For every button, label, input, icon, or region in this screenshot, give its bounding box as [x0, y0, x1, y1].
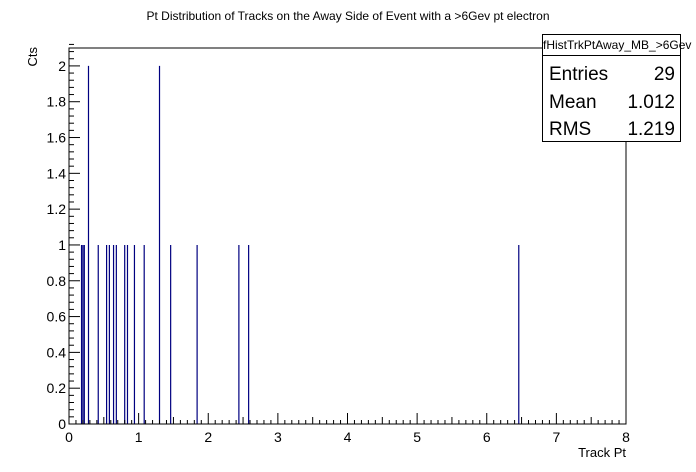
y-tick-label: 1	[58, 237, 66, 253]
x-tick-label: 7	[552, 429, 560, 445]
x-tick-label: 4	[344, 429, 352, 445]
stats-mean-value: 1.012	[627, 92, 675, 113]
y-tick-label: 1.4	[47, 165, 67, 181]
y-axis: 0 0.2 0.4 0.6 0.8 1 1.2 1.4 1.6 1.8 2	[47, 43, 80, 432]
y-tick-label: 1.2	[47, 201, 67, 217]
x-tick-label: 3	[274, 429, 282, 445]
y-tick-label: 1.8	[47, 94, 67, 110]
stats-rms-label: RMS	[549, 119, 592, 140]
stats-rms-value: 1.219	[627, 119, 675, 140]
stats-entries-value: 29	[653, 64, 675, 85]
x-axis: 0 1 2 3 4 5 6 7 8	[65, 413, 630, 445]
x-tick-label: 1	[135, 429, 143, 445]
y-tick-label: 0.8	[47, 273, 67, 289]
y-tick-label: 2	[58, 58, 66, 74]
x-tick-label: 8	[622, 429, 630, 445]
y-tick-label: 0.4	[47, 344, 67, 360]
y-tick-label: 0	[58, 416, 66, 432]
stats-histogram-name: fHistTrkPtAway_MB_>6Gev	[543, 35, 691, 56]
stats-mean-label: Mean	[549, 92, 597, 113]
x-tick-label: 0	[65, 429, 73, 445]
y-tick-label: 0.6	[47, 309, 67, 325]
stats-entries-label: Entries	[549, 64, 609, 85]
y-axis-label: Cts	[25, 47, 40, 67]
chart-title: Pt Distribution of Tracks on the Away Si…	[147, 9, 550, 23]
stats-box: fHistTrkPtAway_MB_>6Gev Entries 29 Mean …	[542, 34, 691, 142]
y-tick-label: 1.6	[47, 130, 67, 146]
x-axis-label: Track Pt	[578, 445, 626, 460]
x-tick-label: 6	[483, 429, 491, 445]
histogram-bars	[80, 65, 520, 424]
x-tick-label: 5	[413, 429, 421, 445]
x-tick-label: 2	[204, 429, 212, 445]
y-tick-label: 0.2	[47, 380, 67, 396]
